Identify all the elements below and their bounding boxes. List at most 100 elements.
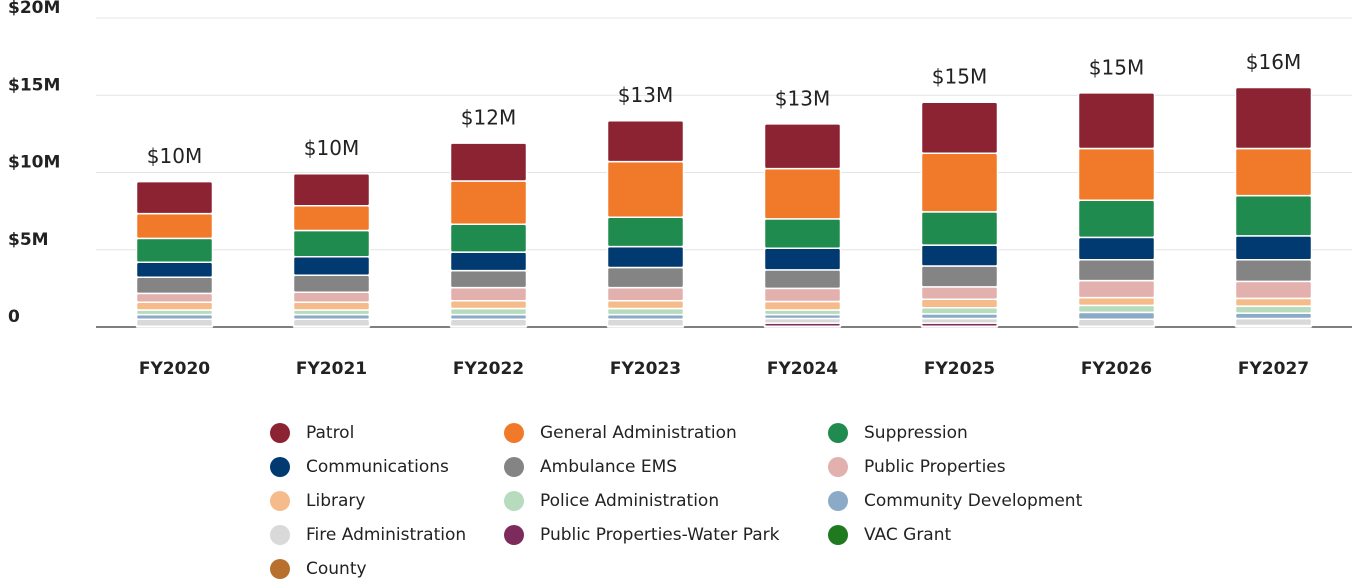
bar-segment xyxy=(135,301,214,311)
total-label: $15M xyxy=(1089,55,1144,79)
legend-marker xyxy=(504,457,524,477)
bar-segment xyxy=(1234,312,1313,320)
x-tick-label: FY2023 xyxy=(610,359,681,379)
bar-segment xyxy=(449,299,528,310)
bar-segment xyxy=(1234,259,1313,283)
bar-segment xyxy=(606,160,685,219)
bar-segment xyxy=(920,152,999,213)
bar-segment xyxy=(763,218,842,249)
legend-marker xyxy=(504,491,524,511)
total-label: $12M xyxy=(461,106,516,130)
bar-segment xyxy=(1077,199,1156,239)
y-tick-label: $20M xyxy=(8,0,60,18)
bar-segment xyxy=(763,269,842,290)
bar-segment xyxy=(449,251,528,272)
bar-segment xyxy=(135,276,214,295)
bar-segment xyxy=(1234,305,1313,314)
legend-marker xyxy=(828,457,848,477)
bar-segment xyxy=(763,167,842,220)
bar-segment xyxy=(449,269,528,289)
legend-label: Fire Administration xyxy=(306,525,466,545)
bar-segment xyxy=(1077,318,1156,327)
bar-segment xyxy=(1234,235,1313,261)
total-label: $10M xyxy=(304,136,359,160)
total-label: $16M xyxy=(1246,50,1301,74)
bar-segment xyxy=(1234,280,1313,300)
bar-segment xyxy=(1234,147,1313,197)
bar-segment xyxy=(135,180,214,215)
bar-segment xyxy=(135,292,214,304)
bar-segment xyxy=(292,204,371,232)
bar-segment xyxy=(449,307,528,316)
bar-segment xyxy=(606,119,685,163)
bar-segment xyxy=(135,237,214,264)
bar-segment xyxy=(920,265,999,288)
bar-segment xyxy=(1077,311,1156,321)
bar-segment xyxy=(920,211,999,246)
bar-segment xyxy=(1077,259,1156,282)
bar-segment xyxy=(449,286,528,302)
bar-segment xyxy=(135,318,214,327)
bar-segment xyxy=(1077,236,1156,261)
x-tick-label: FY2025 xyxy=(924,359,995,379)
x-tick-label: FY2024 xyxy=(767,359,838,379)
legend-label: Suppression xyxy=(864,423,968,443)
bar-segment xyxy=(763,300,842,311)
x-tick-label: FY2026 xyxy=(1081,359,1152,379)
bar-segment xyxy=(1234,194,1313,237)
bar-segment xyxy=(292,255,371,276)
bar-segment xyxy=(292,229,371,258)
bar-segment xyxy=(292,274,371,293)
bar-segment xyxy=(449,223,528,253)
legend-marker xyxy=(270,525,290,545)
legend-label: Public Properties-Water Park xyxy=(540,525,780,545)
bar-segment xyxy=(135,212,214,240)
legend-marker xyxy=(828,525,848,545)
bar-segment xyxy=(292,318,371,327)
bar-segment xyxy=(292,301,371,311)
legend-label: Public Properties xyxy=(864,457,1006,477)
bar-segment xyxy=(763,287,842,303)
bar-segment xyxy=(449,142,528,182)
bar-segment xyxy=(292,291,371,304)
bar-segment xyxy=(920,244,999,267)
bar-segment xyxy=(606,307,685,316)
bar-segment xyxy=(606,299,685,310)
legend-label: Community Development xyxy=(864,491,1083,511)
legend-marker xyxy=(828,423,848,443)
legend-label: Communications xyxy=(306,457,449,477)
bar-segment xyxy=(606,286,685,302)
legend-label: County xyxy=(306,559,367,579)
y-tick-label: 0 xyxy=(8,307,20,327)
bar-segment xyxy=(763,247,842,271)
bar-segment xyxy=(1077,304,1156,314)
legend-marker xyxy=(270,457,290,477)
legend-label: Ambulance EMS xyxy=(540,457,677,477)
x-tick-label: FY2027 xyxy=(1238,359,1309,379)
bar-segment xyxy=(449,318,528,327)
bar-segment xyxy=(606,266,685,289)
total-label: $13M xyxy=(618,83,673,107)
bar-segment xyxy=(606,245,685,269)
bar-segment xyxy=(1077,279,1156,299)
legend-label: VAC Grant xyxy=(864,525,952,545)
total-label: $15M xyxy=(932,65,987,89)
legend-label: Patrol xyxy=(306,423,354,443)
bar-segment xyxy=(292,172,371,207)
x-tick-label: FY2022 xyxy=(453,359,524,379)
x-tick-label: FY2021 xyxy=(296,359,367,379)
x-tick-label: FY2020 xyxy=(139,359,210,379)
legend-marker xyxy=(504,423,524,443)
bar-segment xyxy=(1077,147,1156,202)
legend-marker xyxy=(270,491,290,511)
legend-marker xyxy=(504,525,524,545)
bar-segment xyxy=(763,123,842,170)
legend-label: General Administration xyxy=(540,423,737,443)
total-label: $10M xyxy=(147,144,202,168)
bar-segment xyxy=(1077,92,1156,150)
bar-segment xyxy=(920,298,999,309)
total-label: $13M xyxy=(775,86,830,110)
bar-segment xyxy=(1234,297,1313,307)
legend-marker xyxy=(270,559,290,579)
